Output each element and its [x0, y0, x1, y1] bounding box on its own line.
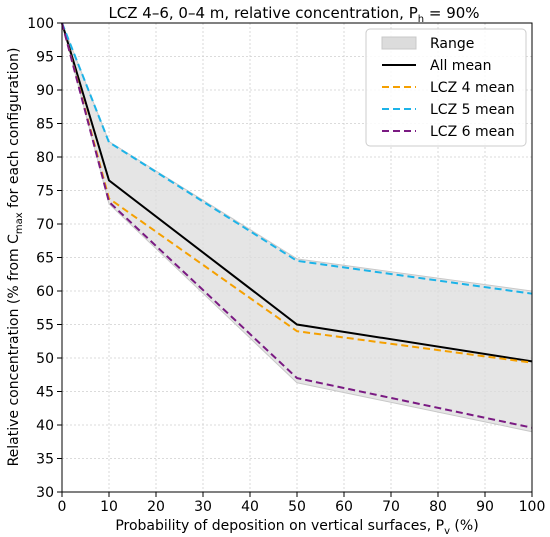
x-tick-label: 80: [429, 499, 447, 515]
x-tick-label: 30: [194, 499, 212, 515]
y-tick-label: 95: [36, 50, 54, 66]
series-lines: [61, 22, 533, 429]
legend-label: LCZ 5 mean: [430, 102, 515, 118]
y-tick-label: 60: [36, 284, 54, 300]
legend-label: LCZ 4 mean: [430, 80, 515, 96]
x-tick-label: 90: [476, 499, 494, 515]
y-tick-label: 80: [36, 150, 54, 166]
y-tick-label: 50: [36, 351, 54, 367]
x-tick-label: 0: [58, 499, 67, 515]
series-line-all-mean: [61, 22, 533, 363]
legend-label: All mean: [430, 58, 492, 74]
y-tick-label: 55: [36, 318, 54, 334]
y-tick-label: 40: [36, 418, 54, 434]
y-tick-label: 65: [36, 251, 54, 267]
x-tick-label: 70: [382, 499, 400, 515]
y-axis-label: Relative concentration (% from Cmax for …: [6, 48, 25, 467]
chart-title: LCZ 4–6, 0–4 m, relative concentration, …: [108, 4, 479, 25]
y-tick-label: 100: [27, 16, 54, 32]
y-tick-label: 90: [36, 83, 54, 99]
y-axis-ticks: 30 35 40 45 50 55 60 65 70 75 80 85 90 95 100: [27, 16, 62, 501]
x-tick-label: 10: [100, 499, 118, 515]
legend-label: LCZ 6 mean: [430, 124, 515, 140]
legend: Range All mean LCZ 4 mean LCZ 5 mean LCZ 6 m…: [365, 28, 527, 147]
legend-swatch-range: [381, 36, 417, 50]
x-tick-label: 60: [335, 499, 353, 515]
y-tick-label: 30: [36, 485, 54, 501]
y-tick-label: 85: [36, 117, 54, 133]
x-axis-label: Probability of deposition on vertical su…: [115, 518, 478, 537]
x-tick-label: 50: [288, 499, 306, 515]
x-tick-label: 100: [519, 499, 546, 515]
y-tick-label: 75: [36, 184, 54, 200]
y-tick-label: 45: [36, 385, 54, 401]
legend-label: Range: [430, 36, 474, 52]
x-tick-label: 40: [241, 499, 259, 515]
x-tick-label: 20: [147, 499, 165, 515]
y-tick-label: 35: [36, 452, 54, 468]
y-tick-label: 70: [36, 217, 54, 233]
legend-box: [365, 28, 527, 147]
series-line-lcz-6-mean: [61, 22, 533, 429]
x-axis-ticks: 0 10 20 30 40 50 60 70 80 90 100: [58, 492, 546, 515]
